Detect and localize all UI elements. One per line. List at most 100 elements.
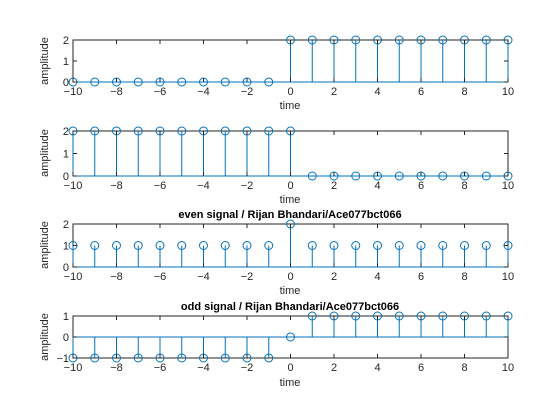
subplot-2-marker-7 — [220, 126, 230, 136]
subplot-3-marker-12 — [329, 241, 339, 250]
subplot-4-marker-5 — [177, 353, 187, 363]
subplot-4-xlabel: time — [280, 377, 301, 389]
subplot-2-xtick-label-1: −8 — [110, 180, 123, 192]
subplot-1-marker-13 — [351, 35, 361, 45]
subplot-2-marker-19 — [481, 171, 491, 181]
subplot-1-marker-7 — [220, 77, 230, 87]
subplot-4-ytick-label-2: 1 — [63, 311, 69, 323]
subplot-3-marker-8 — [242, 241, 252, 250]
subplot-4-marker-11 — [307, 311, 317, 321]
subplot-3-marker-2 — [112, 241, 121, 250]
subplot-1-xtick-label-1: −8 — [110, 86, 123, 98]
subplot-3-marker-17 — [438, 241, 448, 250]
subplot-4-marker-9 — [264, 353, 274, 363]
subplot-1-ytick-label-2: 2 — [63, 35, 69, 47]
subplot-2-marker-1 — [90, 126, 100, 136]
subplot-1-marker-17 — [438, 35, 448, 45]
subplot-3-title: even signal / Rijan Bhandari/Ace077bct06… — [178, 209, 401, 221]
subplot-4-ytick-label-1: 0 — [63, 332, 69, 344]
subplot-2-xtick-label-6: 2 — [331, 180, 337, 192]
subplot-1-xtick-label-7: 4 — [374, 86, 380, 98]
subplot-2-xtick-label-10: 10 — [502, 180, 514, 192]
subplot-2-marker-11 — [307, 171, 317, 181]
subplot-4-xtick-label-8: 6 — [418, 362, 424, 374]
subplot-4-marker-19 — [481, 311, 491, 321]
subplot-2-xtick-label-9: 8 — [461, 180, 467, 192]
subplot-1-ytick-label-1: 1 — [63, 56, 69, 68]
subplot-3-xlabel: time — [280, 285, 301, 297]
subplot-2-xlabel: time — [280, 194, 301, 206]
subplot-3-marker-4 — [155, 241, 165, 250]
subplot-3-marker-13 — [351, 241, 361, 250]
subplot-3-marker-6 — [199, 241, 208, 250]
subplot-4-xtick-label-3: −4 — [197, 362, 210, 374]
subplot-2-ytick-label-1: 1 — [63, 149, 69, 161]
subplot-4-xtick-label-6: 2 — [331, 362, 337, 374]
subplot-1: −10 −8 −6 −4 −2 0 2 4 6 8 10 0 1 2 time amplitude — [39, 35, 514, 112]
subplot-1-marker-11 — [307, 35, 317, 45]
subplot-4-xtick-label-0: −10 — [64, 362, 83, 374]
subplot-4-xtick-label-2: −6 — [154, 362, 167, 374]
subplot-2-xtick-label-2: −6 — [154, 180, 167, 192]
subplot-3-xtick-label-1: −8 — [110, 271, 123, 283]
subplot-3-xtick-label-3: −4 — [197, 271, 210, 283]
subplot-2-marker-17 — [438, 171, 448, 181]
subplot-1-xtick-label-4: −2 — [241, 86, 254, 98]
subplot-3-marker-15 — [394, 241, 404, 250]
subplot-4-marker-1 — [90, 353, 100, 363]
subplot-1-marker-19 — [481, 35, 491, 45]
subplot-3-marker-9 — [264, 241, 274, 250]
subplot-3-xtick-label-10: 10 — [502, 271, 514, 283]
subplot-4-xtick-label-7: 4 — [374, 362, 380, 374]
subplot-4-marker-17 — [438, 311, 448, 321]
subplot-1-ytick-label-0: 0 — [63, 77, 69, 89]
subplot-2-ytick-label-0: 0 — [63, 171, 69, 183]
subplot-3-marker-3 — [133, 241, 143, 250]
subplot-3: even signal / Rijan Bhandari/Ace077bct06… — [39, 209, 514, 297]
subplot-2-marker-5 — [177, 126, 187, 136]
subplot-1-marker-9 — [264, 77, 274, 87]
subplot-4-ticks: −10 −8 −6 −4 −2 0 2 4 6 8 10−101 — [56, 311, 514, 374]
subplot-2-xtick-label-3: −4 — [197, 180, 210, 192]
subplot-3-xtick-label-0: −10 — [64, 271, 83, 283]
subplot-2-marker-9 — [264, 126, 274, 136]
subplot-3-ytick-label-1: 1 — [63, 241, 69, 253]
subplot-2: −10 −8 −6 −4 −2 0 2 4 6 8 10 0 1 2 time amplitude — [39, 126, 514, 206]
subplot-3-marker-1 — [90, 241, 100, 250]
subplot-3-ylabel: amplitude — [39, 221, 51, 269]
subplot-4-xtick-label-10: 10 — [502, 362, 514, 374]
subplot-3-marker-18 — [460, 241, 469, 250]
subplot-3-xtick-label-9: 8 — [461, 271, 467, 283]
subplot-1-xtick-label-9: 8 — [461, 86, 467, 98]
subplot-3-xtick-label-2: −6 — [154, 271, 167, 283]
subplot-4-ylabel: amplitude — [39, 313, 51, 361]
subplot-2-marker-3 — [133, 126, 143, 136]
subplot-2-xtick-label-5: 0 — [287, 180, 293, 192]
subplot-3-xtick-label-5: 0 — [287, 271, 293, 283]
subplot-2-marker-13 — [351, 171, 361, 181]
subplot-1-ylabel: amplitude — [39, 37, 51, 85]
subplot-3-marker-16 — [416, 241, 426, 250]
subplot-4-marker-7 — [220, 353, 230, 363]
subplot-1-xlabel: time — [280, 100, 301, 112]
subplot-1-xtick-label-6: 2 — [331, 86, 337, 98]
subplot-4-xtick-label-1: −8 — [110, 362, 123, 374]
subplot-1-xtick-label-10: 10 — [502, 86, 514, 98]
subplot-4-xtick-label-9: 8 — [461, 362, 467, 374]
subplot-4-xtick-label-5: 0 — [287, 362, 293, 374]
subplot-1-marker-5 — [177, 77, 187, 87]
subplot-2-marker-15 — [394, 171, 404, 181]
subplot-4: odd signal / Rijan Bhandari/Ace077bct066… — [39, 301, 514, 389]
subplot-4-marker-10 — [286, 332, 295, 342]
subplot-3-xtick-label-4: −2 — [241, 271, 254, 283]
subplot-3-ticks: −10 −8 −6 −4 −2 0 2 4 6 8 10 0 1 2 — [63, 219, 514, 283]
subplot-4-marker-3 — [133, 353, 143, 363]
subplot-4-title: odd signal / Rijan Bhandari/Ace077bct066 — [181, 301, 399, 313]
subplot-3-xtick-label-8: 6 — [418, 271, 424, 283]
subplot-2-ytick-label-2: 2 — [63, 126, 69, 138]
subplot-2-xtick-label-7: 4 — [374, 180, 380, 192]
subplot-1-xtick-label-0: −10 — [64, 86, 83, 98]
subplot-1-xtick-label-3: −4 — [197, 86, 210, 98]
subplot-4-ytick-label-0: −1 — [56, 353, 69, 365]
